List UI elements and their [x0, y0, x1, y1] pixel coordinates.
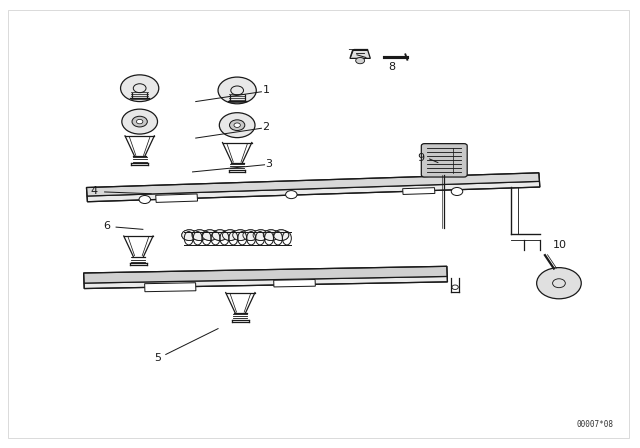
Circle shape [263, 230, 278, 241]
Circle shape [452, 285, 458, 289]
Text: 2: 2 [262, 122, 269, 132]
Circle shape [192, 230, 207, 241]
Circle shape [234, 123, 241, 127]
Text: 4: 4 [90, 186, 97, 197]
Circle shape [273, 230, 289, 241]
Circle shape [120, 75, 159, 102]
Circle shape [537, 267, 581, 299]
Polygon shape [84, 266, 447, 283]
Polygon shape [156, 194, 198, 202]
Circle shape [139, 195, 150, 203]
Circle shape [220, 113, 255, 138]
FancyBboxPatch shape [421, 144, 467, 177]
Circle shape [230, 120, 245, 130]
Circle shape [285, 190, 297, 198]
Circle shape [122, 109, 157, 134]
Circle shape [233, 230, 248, 241]
Circle shape [212, 230, 228, 241]
Text: 10: 10 [552, 241, 566, 250]
Circle shape [253, 230, 268, 241]
Circle shape [132, 116, 147, 127]
Text: 8: 8 [388, 62, 395, 72]
Text: 7: 7 [347, 49, 354, 59]
Circle shape [223, 230, 238, 241]
Polygon shape [86, 173, 540, 196]
Text: 5: 5 [154, 353, 161, 362]
Circle shape [451, 188, 463, 195]
Polygon shape [145, 283, 196, 292]
Circle shape [218, 77, 256, 104]
Polygon shape [84, 276, 447, 289]
Text: 1: 1 [262, 86, 269, 95]
Text: 3: 3 [266, 159, 273, 169]
Circle shape [356, 57, 365, 64]
Circle shape [182, 230, 197, 241]
Circle shape [136, 119, 143, 124]
Circle shape [202, 230, 218, 241]
Polygon shape [350, 50, 371, 58]
Polygon shape [274, 280, 316, 287]
Text: 9: 9 [417, 153, 424, 163]
Polygon shape [403, 188, 435, 194]
Text: 00007*08: 00007*08 [576, 420, 613, 429]
Polygon shape [87, 181, 540, 202]
Text: 6: 6 [103, 221, 110, 231]
Circle shape [243, 230, 258, 241]
